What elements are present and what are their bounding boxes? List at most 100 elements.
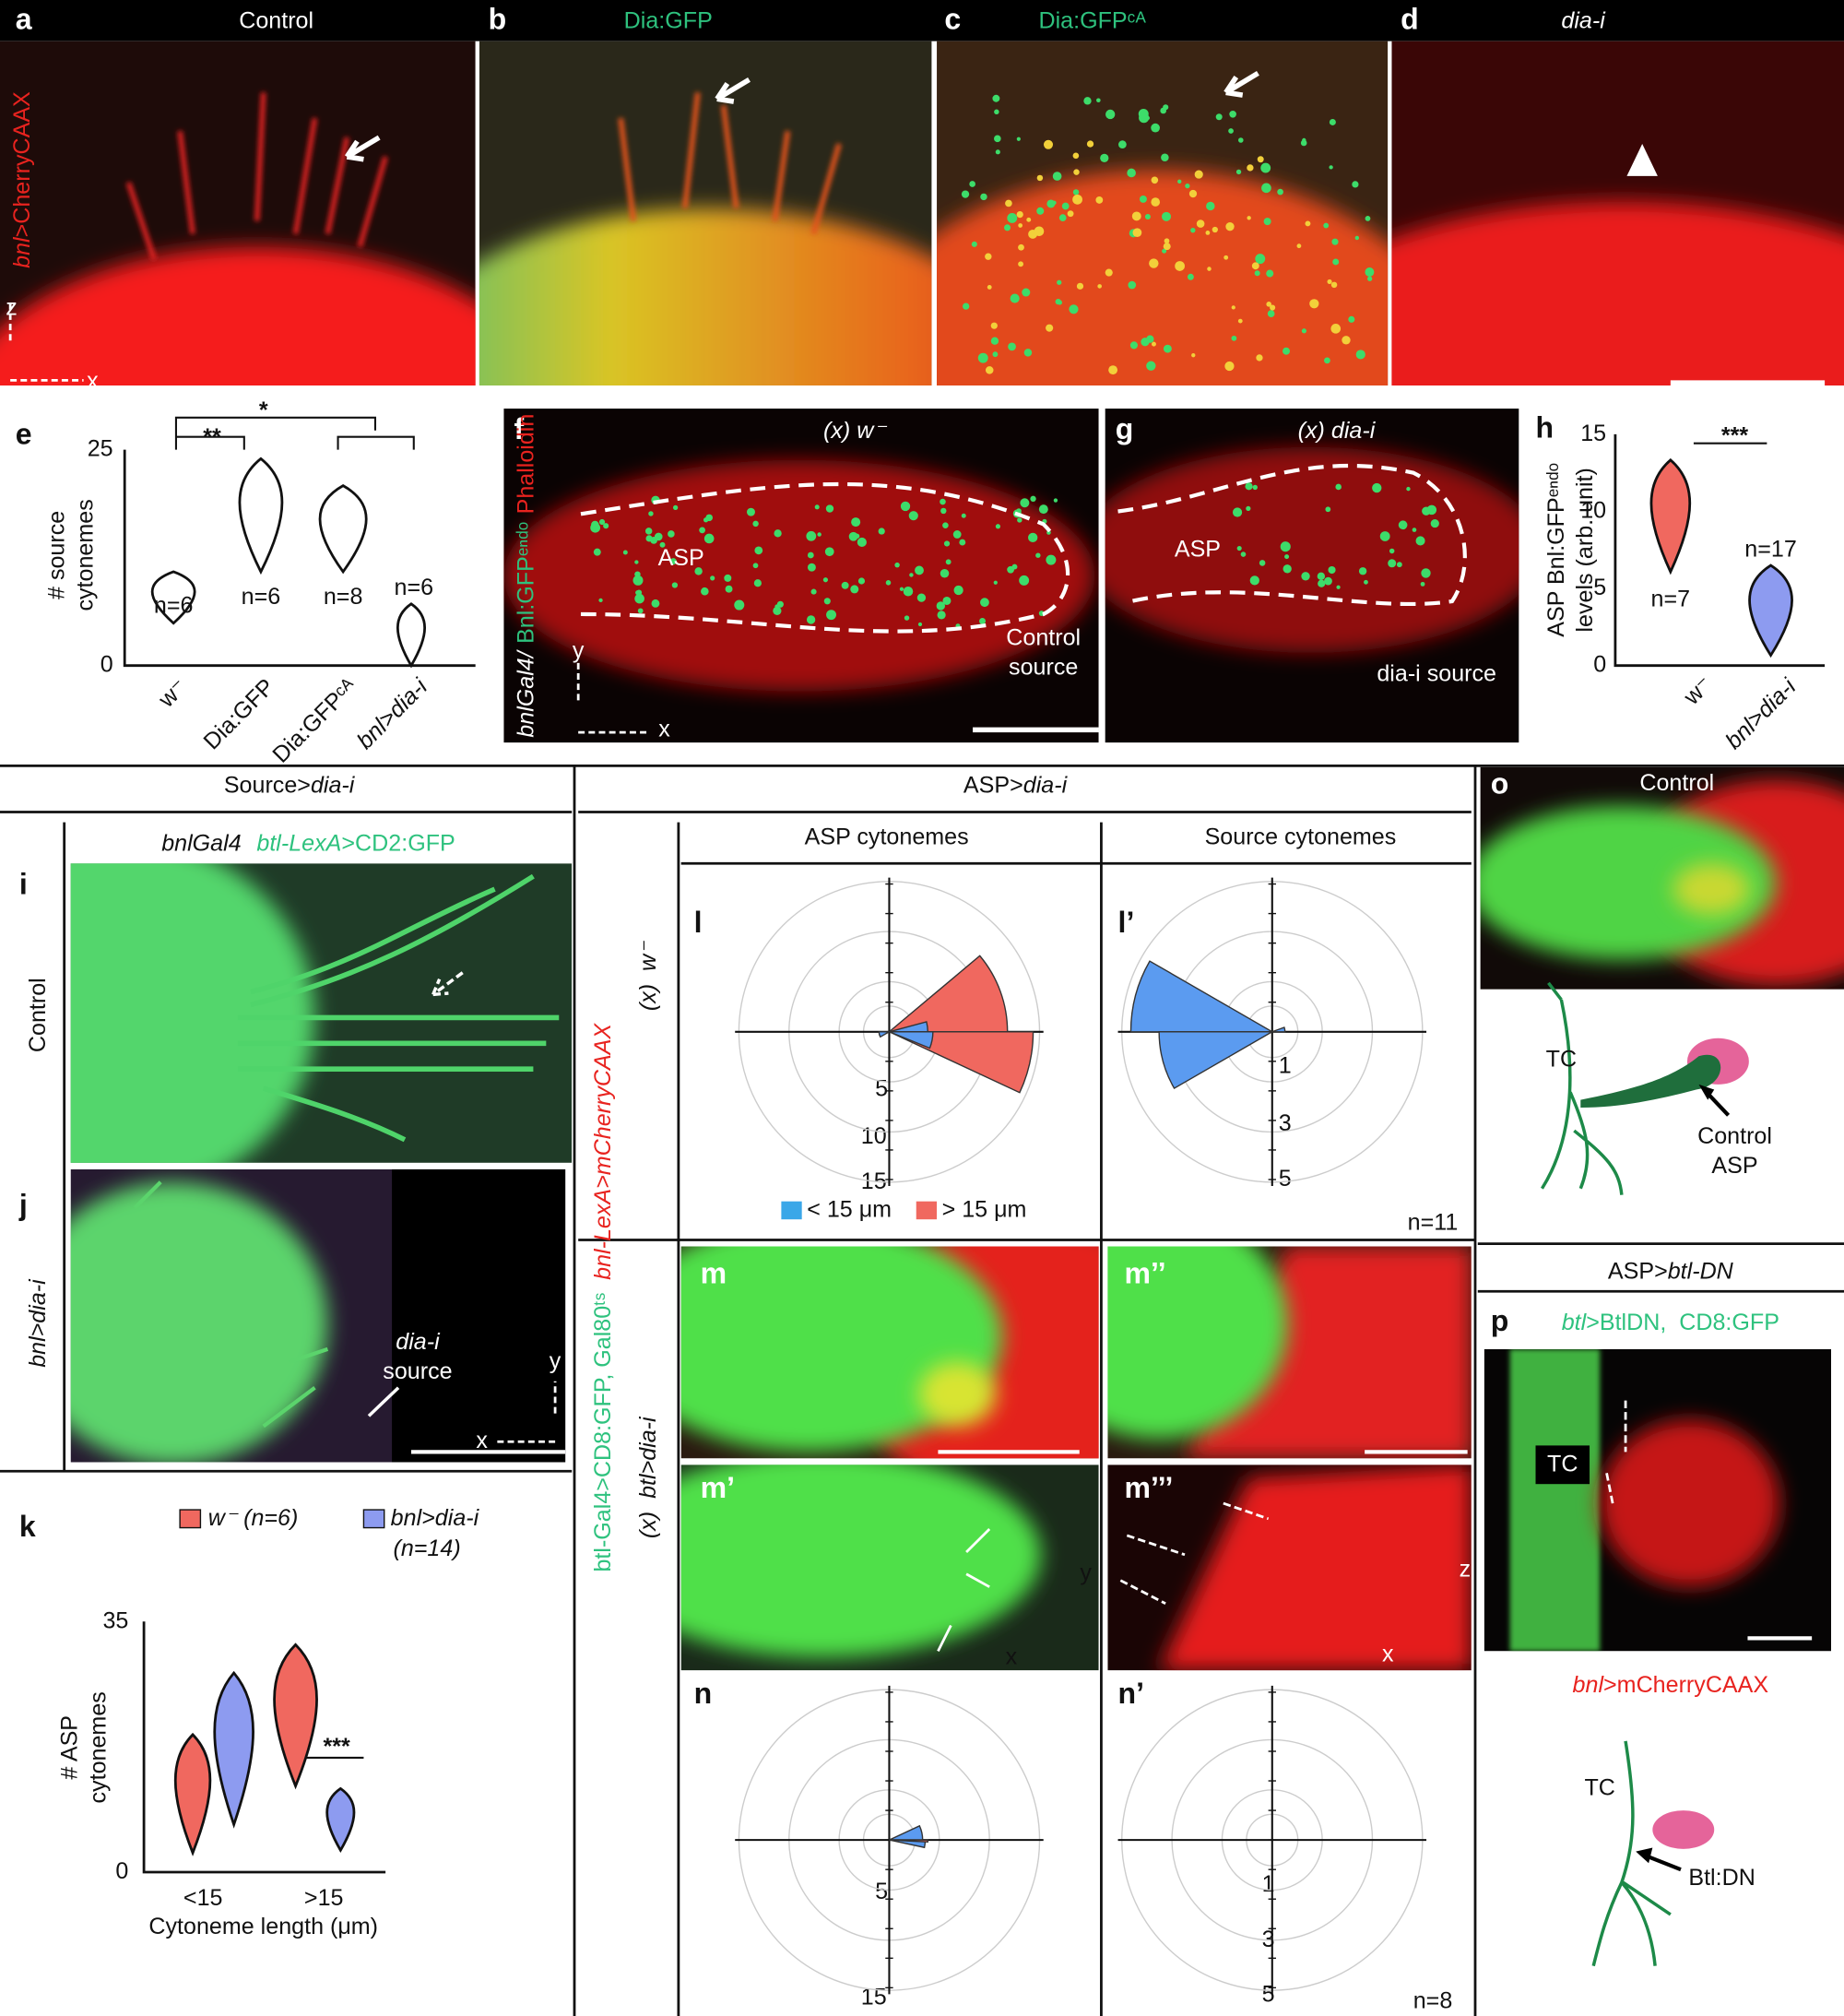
speckle — [1095, 196, 1104, 204]
speckle — [1342, 336, 1351, 345]
speckle — [810, 588, 817, 595]
label: Control — [1697, 1123, 1772, 1149]
text-part: e — [16, 418, 32, 451]
wedge — [889, 1031, 934, 1050]
speckle — [985, 253, 992, 260]
speckle — [961, 513, 966, 518]
speckle — [1036, 174, 1044, 182]
label: bnlGal4/Bnl:GFPᵉⁿᵈᵒ Phalloidin — [513, 414, 538, 738]
text-part: >CD2:GFP — [341, 830, 455, 856]
k-axes — [142, 1621, 386, 1874]
label: ASP — [1175, 536, 1221, 562]
speckle — [980, 193, 987, 201]
text-part: ** — [203, 424, 221, 450]
label: bnl>CherryCAAX — [9, 91, 35, 268]
text-part: i — [19, 868, 28, 901]
speckle — [807, 563, 816, 572]
image-m — [680, 1246, 1099, 1459]
speckle — [1128, 280, 1137, 290]
speckle — [1301, 572, 1310, 581]
label: n’ — [1118, 1678, 1144, 1711]
wedge — [887, 955, 1009, 1033]
label: g — [1116, 413, 1134, 446]
speckle — [1132, 228, 1142, 238]
speckle — [1129, 341, 1139, 350]
label: w⁻ — [1678, 671, 1718, 711]
text-part: TC — [1584, 1774, 1614, 1800]
label: # ASP — [56, 1715, 82, 1780]
text-part: 5 — [875, 1879, 888, 1904]
label: y — [550, 1347, 561, 1373]
speckle — [1224, 361, 1235, 372]
speckle — [672, 504, 679, 511]
label: Btl:DN — [1688, 1865, 1755, 1891]
label: >15 — [304, 1885, 344, 1911]
speckle — [1330, 281, 1338, 289]
speckle — [634, 593, 644, 604]
text-part: 0 — [115, 1858, 128, 1884]
text-part: n=6 — [242, 583, 281, 609]
speckle — [940, 507, 947, 515]
label: (x) w⁻ — [634, 941, 660, 1011]
speckle — [1010, 293, 1020, 303]
speckle — [1421, 568, 1431, 578]
label: bnl>dia-i — [391, 1504, 480, 1530]
speckle — [1324, 576, 1332, 586]
text-part: m’’ — [1125, 1257, 1166, 1290]
label: n — [694, 1678, 713, 1711]
label: x — [1006, 1643, 1018, 1669]
violin — [396, 602, 427, 669]
speckle — [806, 615, 816, 624]
speckle — [632, 575, 644, 586]
speckle — [753, 579, 762, 587]
p-diagram — [1591, 1740, 1715, 1967]
speckle — [826, 610, 836, 621]
speckle — [990, 322, 998, 329]
text-part: n=8 — [1413, 1987, 1453, 2013]
text-part: 1 — [1279, 1052, 1292, 1078]
text-part: <15 — [183, 1885, 223, 1911]
speckle — [1325, 506, 1331, 513]
text-part: bnl-LexA>mCherryCAAX — [590, 1023, 616, 1280]
label: e — [16, 418, 32, 451]
label: m’ — [701, 1472, 735, 1505]
speckle — [969, 181, 975, 187]
speckle — [1283, 347, 1291, 355]
text-part: Control — [1697, 1123, 1772, 1149]
speckle — [668, 530, 675, 538]
speckle — [1236, 545, 1242, 551]
label: h — [1536, 411, 1554, 445]
speckle — [1144, 213, 1151, 219]
speckle — [1072, 194, 1082, 205]
speckle — [1191, 353, 1196, 358]
speckle — [909, 573, 914, 577]
speckle — [1283, 564, 1292, 574]
speckle — [963, 302, 970, 310]
speckle — [1367, 276, 1373, 281]
e-axes — [123, 449, 476, 668]
speckle — [1329, 165, 1333, 170]
text-part: y — [550, 1347, 561, 1373]
speckle — [1188, 189, 1198, 198]
speckle — [824, 547, 834, 557]
speckle — [1016, 136, 1021, 141]
violin — [238, 457, 284, 575]
label: 0 — [100, 651, 113, 677]
speckle — [1364, 579, 1368, 585]
label: Dia:GFPᶜᴬ — [267, 673, 362, 768]
speckle — [1057, 279, 1062, 285]
label: f — [514, 413, 524, 446]
text-part: Control — [24, 978, 50, 1052]
text-part: Dia:GFP — [624, 7, 713, 33]
speckle — [1205, 231, 1211, 235]
label: m — [701, 1257, 727, 1290]
speckle — [1365, 216, 1371, 221]
text-part: n=6 — [154, 592, 194, 618]
speckle — [1305, 220, 1311, 227]
speckle — [1247, 164, 1254, 172]
speckle — [1348, 315, 1355, 323]
label: 0 — [115, 1858, 128, 1884]
text-part: b — [489, 3, 507, 36]
speckle — [1160, 107, 1167, 114]
speckle — [669, 558, 677, 565]
